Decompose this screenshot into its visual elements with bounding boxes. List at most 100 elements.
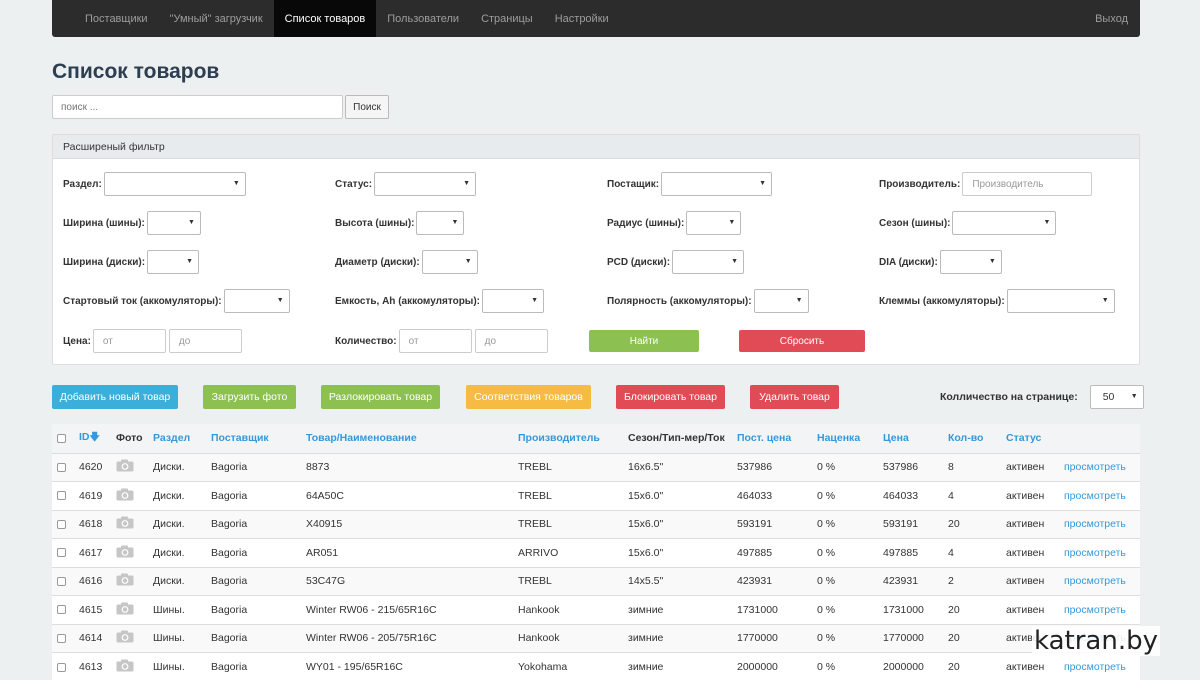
cell-razdel: Шины.: [153, 652, 211, 680]
razdel-select[interactable]: [103, 172, 246, 196]
cena-from-input[interactable]: от: [92, 329, 166, 353]
table-header-row: ID🡇 Фото Раздел Поставщик Товар/Наименов…: [52, 424, 1140, 453]
filter-postavshik: Постащик:: [607, 172, 773, 196]
nav-item-5[interactable]: Страницы: [481, 12, 533, 25]
postavshik-select[interactable]: [661, 172, 773, 196]
filter-radius-shiny-label: Радиус (шины):: [607, 217, 685, 229]
cell-postavshik: Bagoria: [211, 452, 306, 482]
filter-cena: Цена: от до: [63, 329, 242, 353]
nav-item-2[interactable]: "Умный" загрузчик: [169, 12, 263, 25]
cell-proizvoditel: TREBL: [518, 509, 628, 539]
row-checkbox[interactable]: [57, 462, 66, 472]
vysota-shiny-select[interactable]: [416, 211, 465, 235]
per-page-value: 50: [1102, 391, 1115, 403]
cena-to-input[interactable]: до: [168, 329, 242, 353]
per-page-select[interactable]: 50: [1089, 385, 1144, 409]
table-row: 4618 Диски. Bagoria X40915 TREBL 15x6.0" 59319…: [52, 509, 1140, 539]
view-link[interactable]: просмотреть: [1064, 603, 1126, 616]
camera-icon[interactable]: [116, 630, 134, 646]
view-link[interactable]: просмотреть: [1064, 518, 1126, 531]
pcd-diski-select[interactable]: [672, 250, 745, 274]
sezon-shiny-select[interactable]: [952, 211, 1057, 235]
diametr-diski-select[interactable]: [421, 250, 478, 274]
dia-diski-select[interactable]: [939, 250, 1002, 274]
camera-icon[interactable]: [116, 488, 134, 504]
cell-post-cena: 1731000: [737, 595, 817, 624]
filter-vysota-shiny: Высота (шины):: [335, 211, 465, 235]
view-link[interactable]: просмотреть: [1064, 575, 1126, 588]
col-proizvoditel[interactable]: Производитель: [518, 424, 628, 453]
logout-link[interactable]: Выход: [1095, 12, 1128, 25]
reset-button[interactable]: Сбросить: [739, 330, 865, 352]
camera-icon[interactable]: [116, 516, 134, 532]
status-select[interactable]: [374, 172, 477, 196]
row-checkbox[interactable]: [57, 576, 66, 586]
col-post-cena[interactable]: Пост. цена: [737, 424, 817, 453]
cell-post-cena: 2000000: [737, 652, 817, 680]
col-id[interactable]: ID🡇: [79, 424, 116, 453]
upload-photo-button[interactable]: Загрузить фото: [203, 385, 296, 409]
camera-icon[interactable]: [116, 573, 134, 589]
camera-icon[interactable]: [116, 659, 134, 675]
search-button[interactable]: Поиск: [345, 95, 389, 119]
view-link[interactable]: просмотреть: [1064, 546, 1126, 559]
cell-view: просмотреть: [1064, 566, 1140, 596]
klemmy-select[interactable]: [1006, 289, 1115, 313]
cell-status: активен: [1006, 481, 1064, 510]
row-checkbox[interactable]: [57, 633, 66, 643]
proizvoditel-input[interactable]: Производитель: [962, 172, 1093, 196]
find-button[interactable]: Найти: [589, 330, 699, 352]
row-checkbox[interactable]: [57, 491, 66, 501]
filter-cena-label: Цена:: [63, 335, 91, 347]
filter-status: Статус:: [335, 172, 477, 196]
emkost-select[interactable]: [482, 289, 544, 313]
shirina-diski-select[interactable]: [147, 250, 200, 274]
row-checkbox[interactable]: [57, 548, 66, 558]
shirina-shiny-select[interactable]: [146, 211, 201, 235]
col-kolvo[interactable]: Кол-во: [948, 424, 1006, 453]
camera-icon[interactable]: [116, 545, 134, 561]
nav-item-1[interactable]: Поставщики: [85, 12, 148, 25]
row-select-cell: [52, 566, 79, 596]
row-checkbox[interactable]: [57, 519, 66, 529]
filter-vysota-shiny-label: Высота (шины):: [335, 217, 415, 229]
start-tok-select[interactable]: [223, 289, 290, 313]
cell-sezon: 16x6.5": [628, 452, 737, 482]
product-matches-button[interactable]: Соответствия товаров: [466, 385, 591, 409]
camera-icon[interactable]: [116, 459, 134, 475]
col-postavshik[interactable]: Поставщик: [211, 424, 306, 453]
camera-icon[interactable]: [116, 602, 134, 618]
polyarnost-select[interactable]: [753, 289, 809, 313]
unlock-product-button[interactable]: Разлокировать товар: [321, 385, 440, 409]
view-link[interactable]: просмотреть: [1064, 661, 1126, 673]
filter-start-tok: Стартовый ток (аккомуляторы):: [63, 289, 290, 313]
radius-shiny-select[interactable]: [686, 211, 742, 235]
add-product-button[interactable]: Добавить новый товар: [52, 385, 178, 409]
cell-tovar: Winter RW06 - 205/75R16C: [306, 623, 518, 653]
col-cena[interactable]: Цена: [883, 424, 948, 453]
col-tovar[interactable]: Товар/Наименование: [306, 424, 518, 453]
filter-dia-diski-label: DIA (диски):: [879, 256, 938, 268]
search-input[interactable]: [52, 95, 343, 119]
cell-id: 4618: [79, 509, 116, 539]
block-product-button[interactable]: Блокировать товар: [616, 385, 725, 409]
col-status[interactable]: Статус: [1006, 424, 1064, 453]
col-razdel[interactable]: Раздел: [153, 424, 211, 453]
row-checkbox[interactable]: [57, 605, 66, 615]
products-table: ID🡇 Фото Раздел Поставщик Товар/Наименов…: [52, 424, 1140, 680]
nav-item-3[interactable]: Список товаров: [273, 0, 377, 37]
kolichestvo-to-input[interactable]: до: [474, 329, 548, 353]
cell-post-cena: 537986: [737, 452, 817, 482]
row-checkbox[interactable]: [57, 662, 66, 672]
cell-cena: 593191: [883, 509, 948, 539]
nav-item-4[interactable]: Пользователи: [387, 12, 460, 25]
delete-product-button[interactable]: Удалить товар: [750, 385, 839, 409]
cell-foto: [116, 566, 153, 596]
kolichestvo-from-input[interactable]: от: [398, 329, 472, 353]
view-link[interactable]: просмотреть: [1064, 461, 1126, 474]
view-link[interactable]: просмотреть: [1064, 489, 1126, 502]
select-all-checkbox[interactable]: [57, 433, 66, 443]
nav-item-6[interactable]: Настройки: [554, 12, 609, 25]
filter-diametr-diski: Диаметр (диски):: [335, 250, 478, 274]
col-nacenka[interactable]: Наценка: [817, 424, 883, 453]
